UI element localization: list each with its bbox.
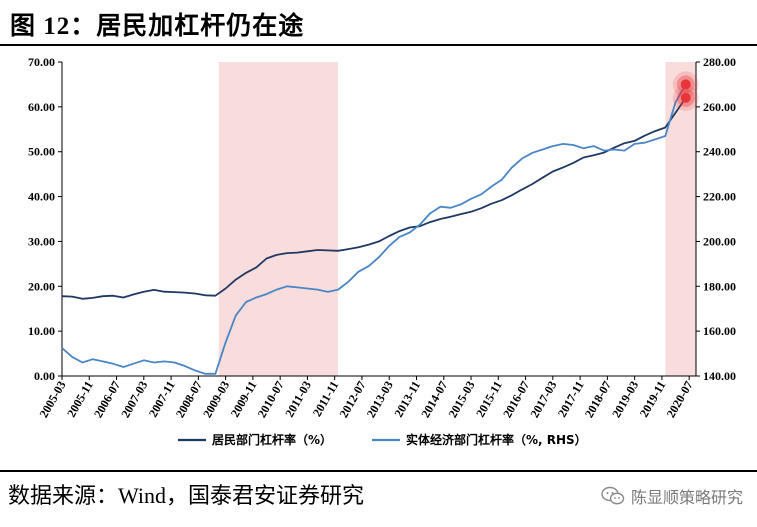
x-tick-label: 2020-07 xyxy=(664,379,696,421)
x-tick-label: 2005-03 xyxy=(36,379,68,421)
chart-series xyxy=(61,83,687,375)
watermark: 陈显顺策略研究 xyxy=(601,484,743,508)
wechat-icon xyxy=(601,486,625,505)
legend-household-label: 居民部门杠杆率（%） xyxy=(212,432,332,447)
left-tick-label: 40.00 xyxy=(28,190,55,204)
household-leverage-line xyxy=(61,97,687,300)
x-tick-label: 2011-03 xyxy=(282,379,314,420)
watermark-text: 陈显顺策略研究 xyxy=(630,488,743,507)
corporate-leverage-line xyxy=(61,83,687,375)
right-tick-label: 280.00 xyxy=(703,55,736,69)
shaded-period-1 xyxy=(218,62,339,376)
left-tick-label: 20.00 xyxy=(28,279,55,293)
source-note: 数据来源：Wind，国泰君安证券研究 xyxy=(8,483,364,508)
highlight-dot-2 xyxy=(680,79,691,90)
right-tick-label: 180.00 xyxy=(703,279,736,293)
leverage-line-chart: 0.00 10.00 20.00 30.00 40.00 50.00 60.00 70.00 1… xyxy=(28,55,736,447)
x-tick-label: 2019-03 xyxy=(609,379,641,421)
right-tick-label: 200.00 xyxy=(703,234,736,248)
x-tick-label: 2007-03 xyxy=(118,379,150,421)
right-tick-label: 260.00 xyxy=(703,100,736,114)
chart-axes: 0.00 10.00 20.00 30.00 40.00 50.00 60.00 70.00 1… xyxy=(28,55,736,420)
x-tick-label: 2013-03 xyxy=(364,379,396,421)
figure-title: 图 12：居民加杠杆仍在途 xyxy=(10,13,305,40)
left-tick-label: 0.00 xyxy=(34,369,55,383)
x-tick-label: 2010-07 xyxy=(255,379,287,421)
shaded-periods xyxy=(218,62,696,376)
left-tick-label: 70.00 xyxy=(28,55,55,69)
chart-highlights xyxy=(672,71,699,111)
right-tick-label: 140.00 xyxy=(703,369,736,383)
left-tick-label: 60.00 xyxy=(28,100,55,114)
chart-legend: 居民部门杠杆率（%） 实体经济部门杠杆率（%, RHS） xyxy=(178,432,587,447)
source-divider xyxy=(0,470,757,472)
left-tick-label: 50.00 xyxy=(28,145,55,159)
right-tick-label: 160.00 xyxy=(703,324,736,338)
x-tick-label: 2009-03 xyxy=(200,379,232,421)
right-tick-label: 220.00 xyxy=(703,190,736,204)
title-divider xyxy=(0,44,757,46)
left-tick-label: 10.00 xyxy=(28,324,55,338)
legend-corporate-label: 实体经济部门杠杆率（%, RHS） xyxy=(406,432,587,447)
x-tick-label: 2017-03 xyxy=(527,379,559,421)
highlight-dot-1 xyxy=(680,92,691,103)
x-tick-label: 2015-03 xyxy=(446,378,478,420)
shaded-period-2 xyxy=(665,62,696,376)
left-tick-label: 30.00 xyxy=(28,234,55,248)
right-tick-label: 240.00 xyxy=(703,145,736,159)
